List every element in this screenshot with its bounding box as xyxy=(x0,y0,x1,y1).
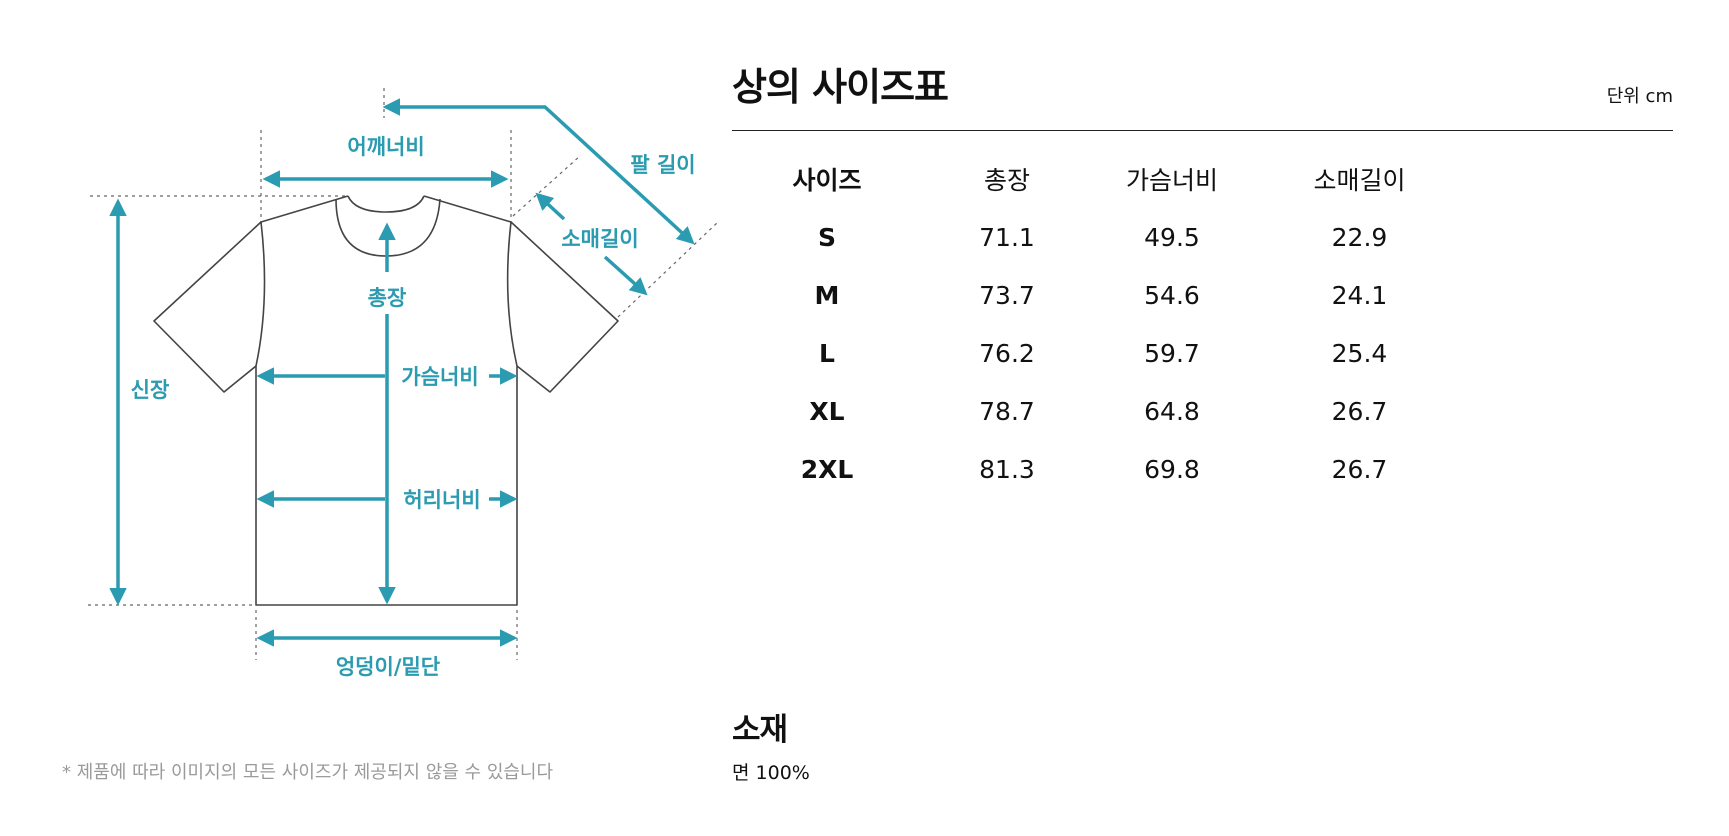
title-divider xyxy=(732,130,1673,131)
size-cell: S xyxy=(817,222,836,252)
total-length-cell: 81.3 xyxy=(979,454,1035,484)
table-row: S 71.1 49.5 22.9 xyxy=(732,208,1467,266)
header-chest-width: 가슴너비 xyxy=(1125,166,1218,195)
label-shoulder-width: 어깨너비 xyxy=(347,135,424,159)
material-title: 소재 xyxy=(732,712,788,748)
size-cell: XL xyxy=(809,396,845,426)
label-chest-width: 가슴너비 xyxy=(401,365,478,389)
chest-width-cell: 49.5 xyxy=(1144,222,1200,252)
label-backgrounds xyxy=(392,361,486,514)
header-sleeve-length: 소매길이 xyxy=(1313,166,1406,195)
table-header-row: 사이즈 총장 가슴너비 소매길이 xyxy=(732,150,1467,208)
label-arm-length: 팔 길이 xyxy=(630,153,695,177)
chest-width-cell: 59.7 xyxy=(1144,338,1200,368)
header-total-length: 총장 xyxy=(983,166,1030,195)
total-length-cell: 73.7 xyxy=(979,280,1035,310)
total-length-cell: 76.2 xyxy=(979,338,1035,368)
total-length-cell: 78.7 xyxy=(979,396,1035,426)
sleeve-length-cell: 24.1 xyxy=(1331,280,1388,310)
sleeve-length-cell: 22.9 xyxy=(1331,222,1388,252)
size-chart-unit: 단위 cm xyxy=(1606,86,1673,107)
table-row: L 76.2 59.7 25.4 xyxy=(732,324,1467,382)
header-size: 사이즈 xyxy=(792,166,862,195)
measurement-arrows xyxy=(109,98,695,647)
size-cell: L xyxy=(819,338,835,368)
material-value: 면 100% xyxy=(732,762,810,784)
sleeve-length-cell: 26.7 xyxy=(1331,454,1388,484)
chest-width-cell: 54.6 xyxy=(1144,280,1200,310)
label-height: 신장 xyxy=(131,378,170,402)
size-disclaimer: * 제품에 따라 이미지의 모든 사이즈가 제공되지 않을 수 있습니다 xyxy=(62,762,554,783)
size-chart-title: 상의 사이즈표 xyxy=(732,65,949,109)
table-row: M 73.7 54.6 24.1 xyxy=(732,266,1467,324)
sleeve-length-cell: 26.7 xyxy=(1331,396,1388,426)
size-table: 사이즈 총장 가슴너비 소매길이 S 71.1 49.5 22.9 M 73.7… xyxy=(732,150,1467,498)
label-hip-hem: 엉덩이/밑단 xyxy=(336,655,440,679)
sleeve-length-cell: 25.4 xyxy=(1331,338,1388,368)
label-waist-width: 허리너비 xyxy=(403,488,480,512)
label-total-length: 총장 xyxy=(368,286,407,310)
chest-width-cell: 69.8 xyxy=(1144,454,1200,484)
label-sleeve-length: 소매길이 xyxy=(561,227,638,251)
table-row: 2XL 81.3 69.8 26.7 xyxy=(732,440,1467,498)
tshirt-measurement-diagram: 어깨너비 팔 길이 소매길이 총장 신장 가슴너비 허리너비 엉덩이/밑단 xyxy=(88,88,719,679)
size-cell: M xyxy=(814,280,840,310)
chest-width-cell: 64.8 xyxy=(1144,396,1200,426)
total-length-cell: 71.1 xyxy=(979,222,1035,252)
size-cell: 2XL xyxy=(800,454,854,484)
table-row: XL 78.7 64.8 26.7 xyxy=(732,382,1467,440)
